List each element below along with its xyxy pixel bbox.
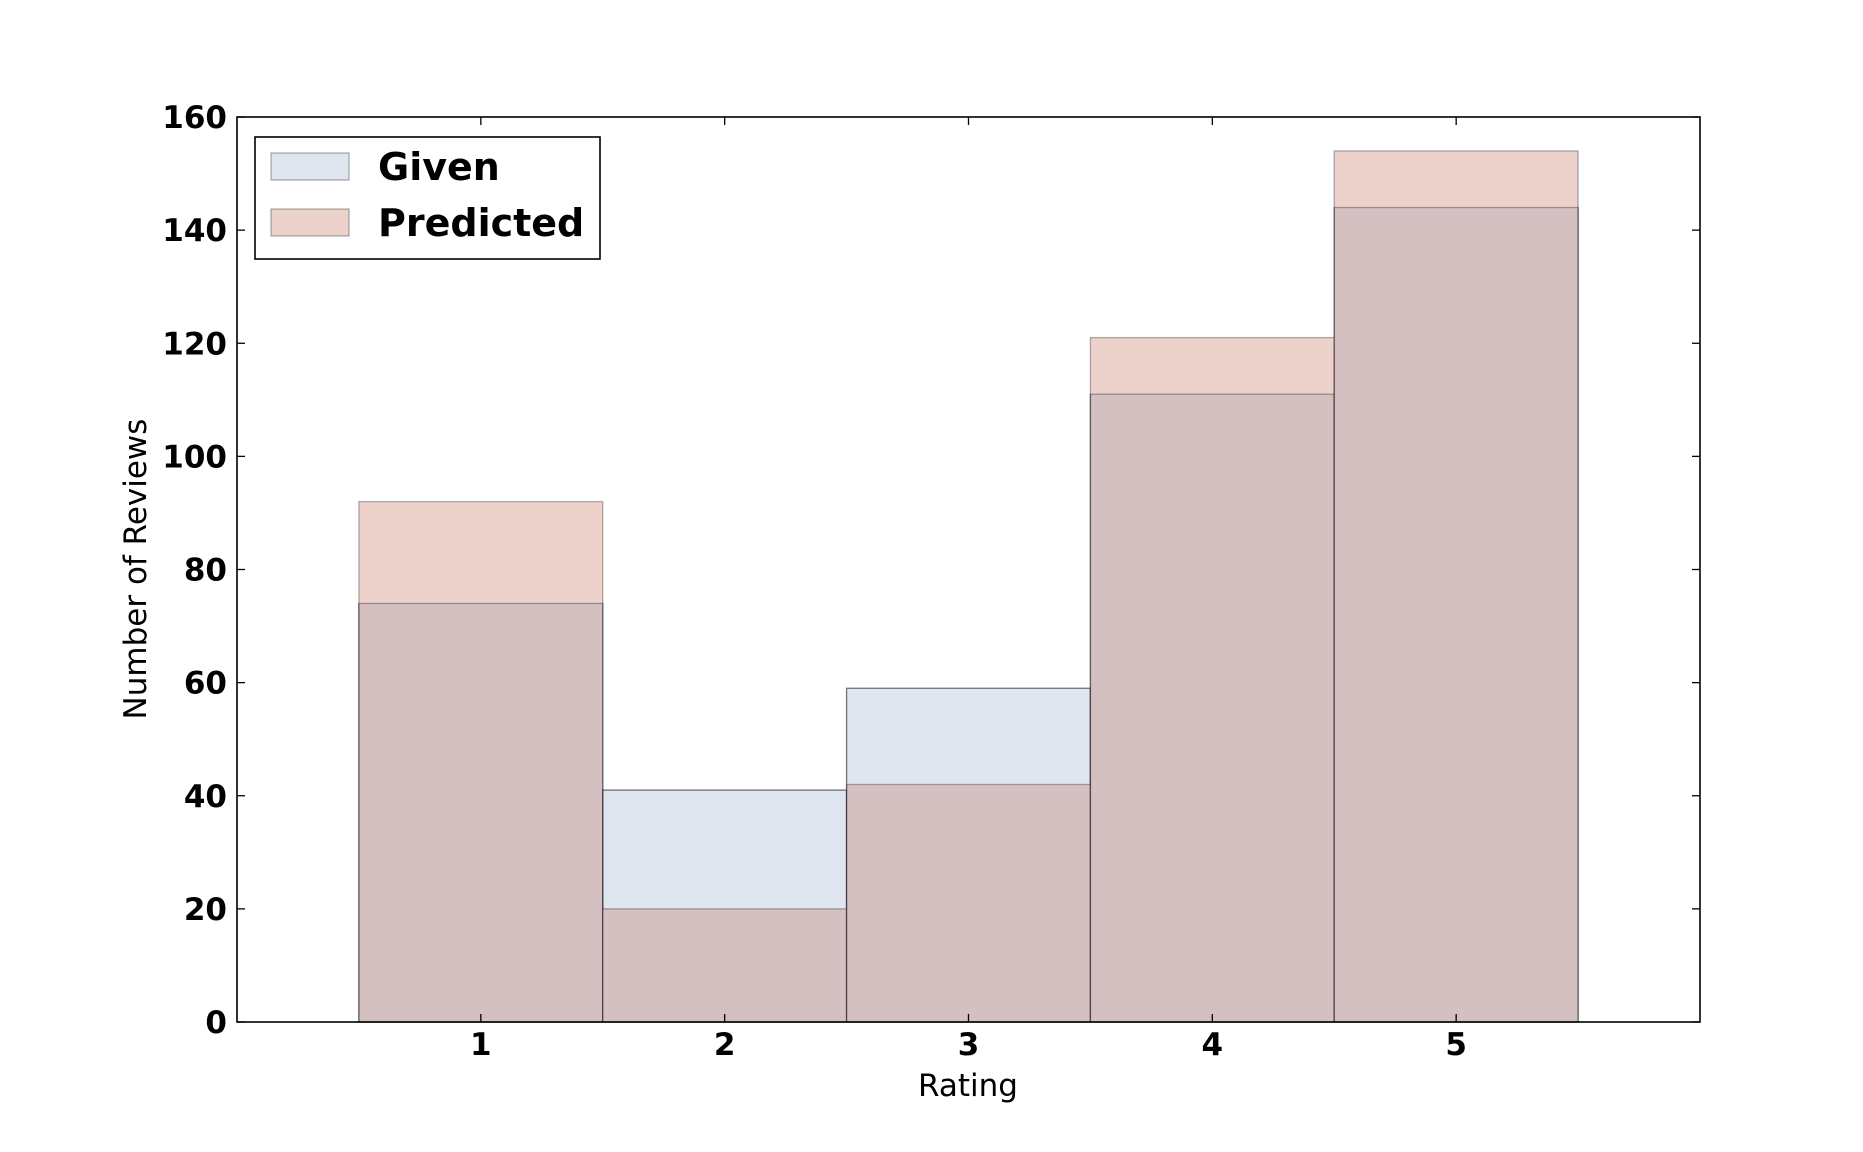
x-tick-label-2: 2 xyxy=(714,1027,736,1063)
legend-swatch-predicted xyxy=(270,208,350,237)
x-tick-label-4: 4 xyxy=(1202,1027,1224,1063)
y-tick-label-160: 160 xyxy=(162,100,227,136)
bar-overlap-2 xyxy=(602,908,847,1022)
bar-overlap-4 xyxy=(1090,394,1335,1022)
bars-layer xyxy=(358,150,1579,1023)
bar-predicted-excess-4 xyxy=(1090,337,1335,395)
x-axis-label: Rating xyxy=(918,1068,1018,1104)
y-tick-label-100: 100 xyxy=(162,439,227,475)
bar-predicted-excess-5 xyxy=(1334,150,1579,208)
y-tick-label-0: 0 xyxy=(205,1005,227,1041)
y-tick-label-60: 60 xyxy=(184,666,227,702)
y-tick-label-140: 140 xyxy=(162,213,227,249)
y-tick-label-80: 80 xyxy=(184,553,227,589)
x-tick-label-5: 5 xyxy=(1445,1027,1467,1063)
bar-overlap-1 xyxy=(358,603,603,1022)
y-tick-labels: 0 20 40 60 80 100 120 140 160 xyxy=(162,100,227,1041)
plot-frame xyxy=(236,116,1701,1023)
bar-predicted-excess-1 xyxy=(358,501,603,604)
x-tick-labels: 1 2 3 4 5 xyxy=(470,1027,1467,1063)
legend-label-predicted: Predicted xyxy=(378,201,584,245)
bar-overlap-3 xyxy=(846,784,1091,1022)
x-tick-label-3: 3 xyxy=(958,1027,980,1063)
x-tick-label-1: 1 xyxy=(470,1027,492,1063)
y-tick-label-40: 40 xyxy=(184,779,227,815)
y-axis-label: Number of Reviews xyxy=(118,419,154,720)
y-tick-label-20: 20 xyxy=(184,892,227,928)
legend: Given Predicted xyxy=(254,136,601,260)
bar-overlap-5 xyxy=(1334,207,1579,1022)
legend-label-given: Given xyxy=(378,145,500,189)
y-tick-label-120: 120 xyxy=(162,326,227,362)
legend-swatch-given xyxy=(270,152,350,181)
